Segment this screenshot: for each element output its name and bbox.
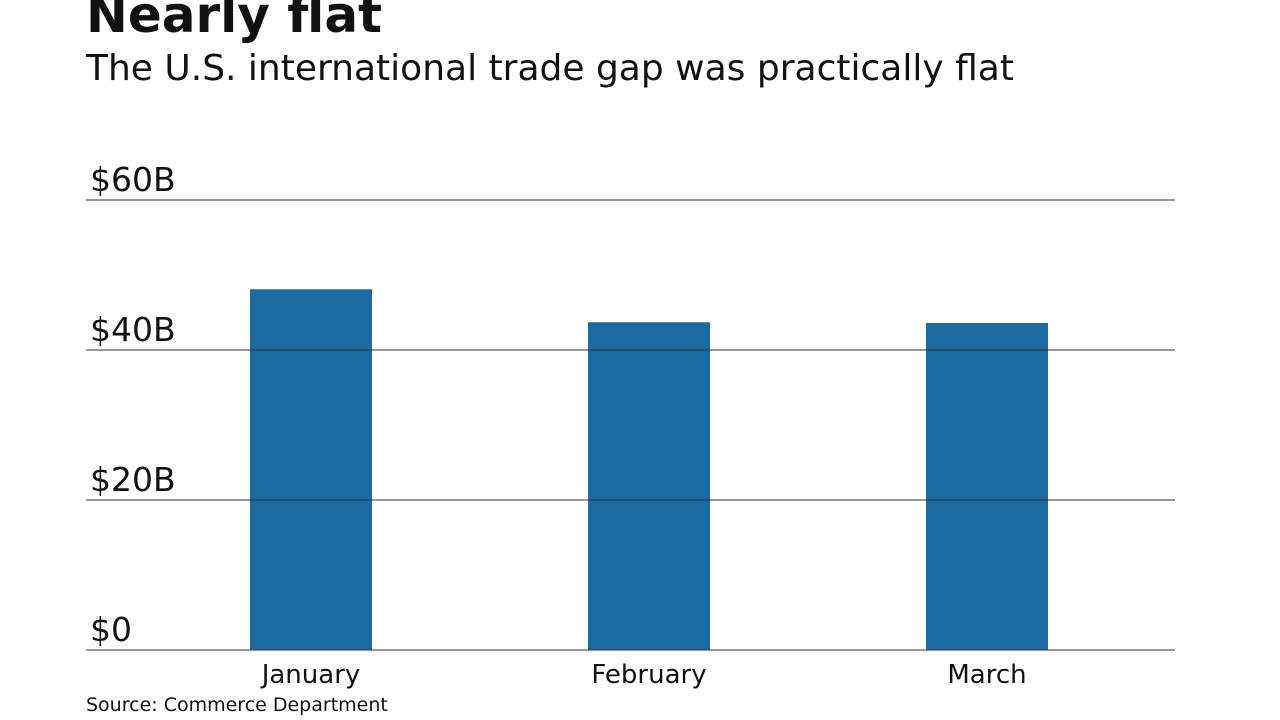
bar — [926, 323, 1048, 650]
y-tick-label: $20B — [90, 460, 176, 499]
x-tick-label: March — [947, 660, 1026, 690]
chart-subtitle: The U.S. international trade gap was pra… — [85, 48, 1014, 89]
y-tick-label: $60B — [90, 160, 176, 199]
bar — [250, 289, 372, 650]
y-tick-label: $0 — [90, 610, 132, 649]
source-note: Source: Commerce Department — [86, 694, 388, 716]
y-tick-label: $40B — [90, 310, 176, 349]
bar — [588, 322, 710, 650]
x-tick-label: January — [260, 660, 361, 690]
chart-title: Nearly flat — [86, 0, 382, 44]
x-tick-label: February — [591, 660, 706, 690]
